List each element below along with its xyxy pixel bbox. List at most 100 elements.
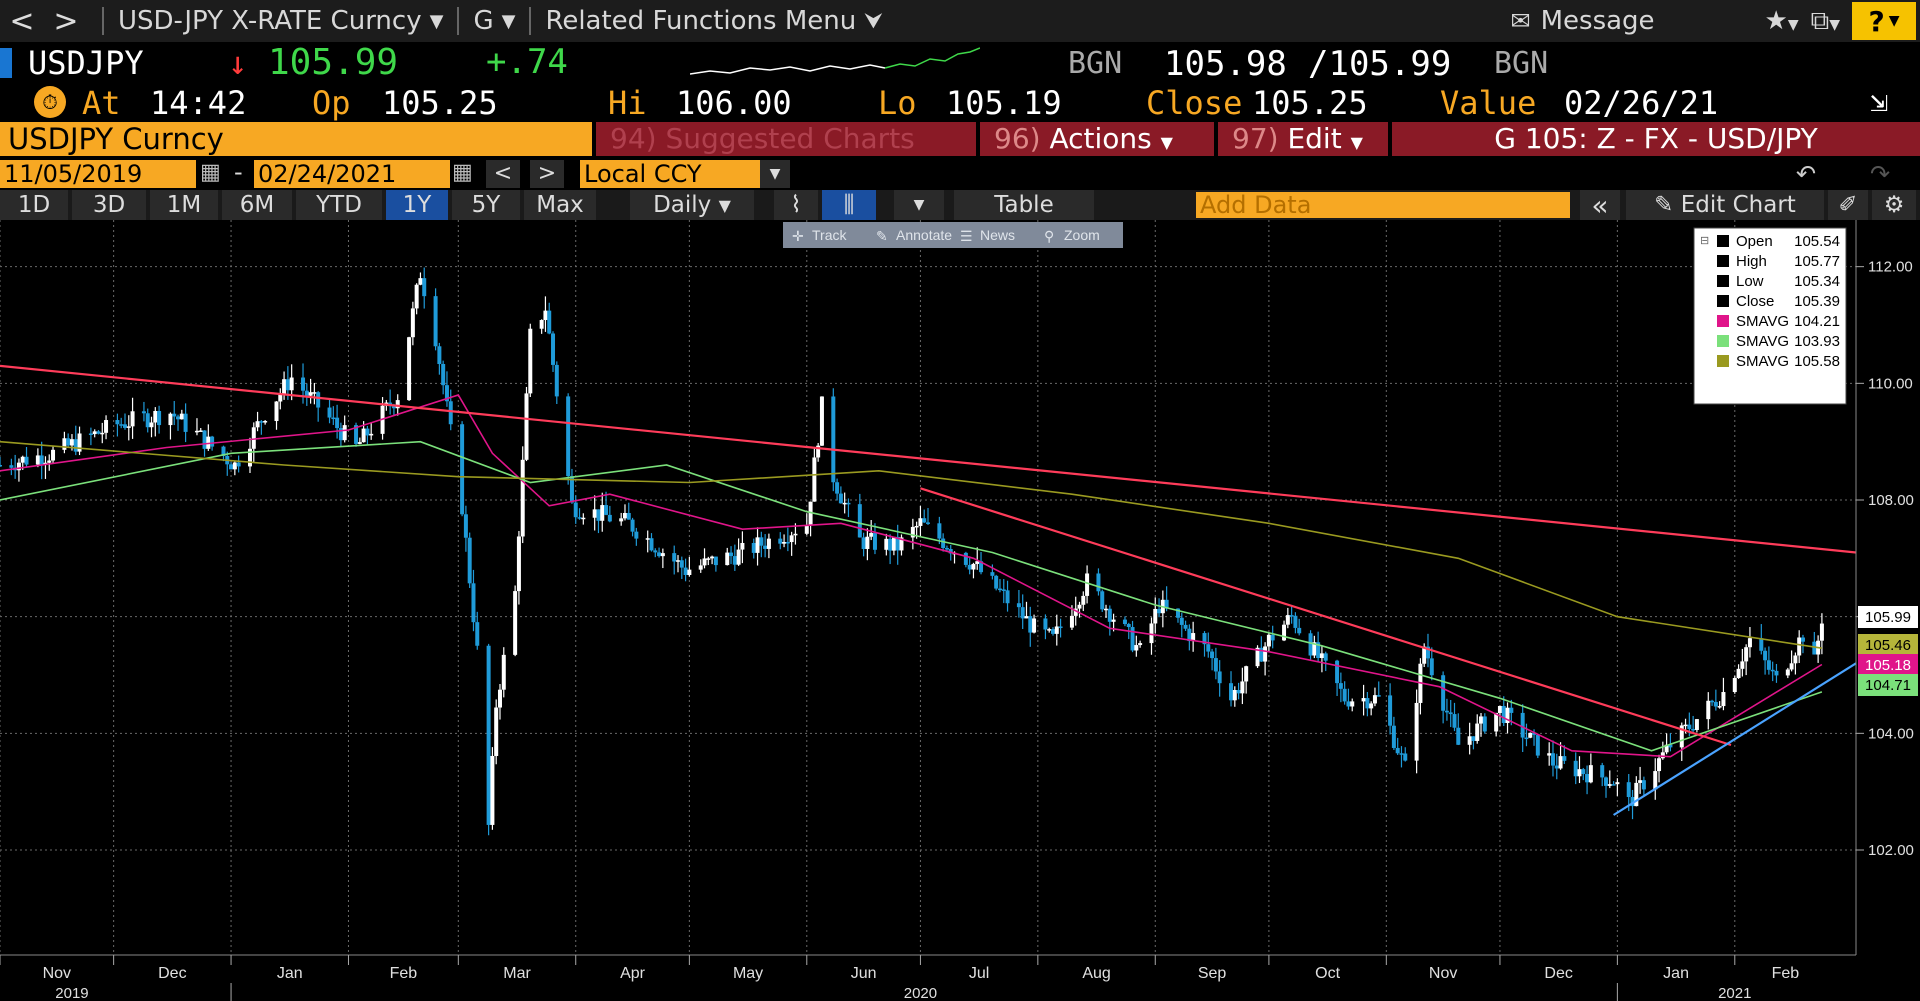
- related-functions-menu[interactable]: Related Functions Menu: [545, 6, 857, 36]
- calendar-icon[interactable]: ▦: [452, 160, 473, 185]
- track-icon[interactable]: ✛: [792, 228, 804, 244]
- suggested-charts-number: 94): [610, 122, 657, 155]
- candle-body: [1744, 647, 1749, 662]
- candle-body: [922, 518, 927, 523]
- period-button-ytd[interactable]: YTD: [296, 190, 382, 220]
- message-button[interactable]: Message: [1540, 6, 1655, 36]
- candle-body: [274, 401, 279, 422]
- period-button-5y[interactable]: 5Y: [452, 190, 520, 220]
- candle-body: [172, 413, 177, 417]
- trendline[interactable]: [1613, 662, 1857, 816]
- back-button[interactable]: <: [9, 3, 35, 39]
- candle-body: [872, 533, 877, 550]
- line-chart-icon[interactable]: ⌇: [774, 190, 818, 220]
- trendline[interactable]: [920, 487, 1732, 747]
- candle-body: [804, 525, 809, 534]
- chevron-down-icon[interactable]: ▼: [429, 10, 444, 32]
- prev-range-button[interactable]: <: [486, 160, 520, 188]
- low-value: 105.19: [946, 84, 1062, 122]
- legend-swatch: [1717, 355, 1729, 367]
- period-button-1y[interactable]: 1Y: [386, 190, 448, 220]
- tool-zoom[interactable]: Zoom: [1064, 227, 1100, 243]
- candle-body: [1812, 641, 1817, 655]
- candle-body: [1581, 769, 1586, 775]
- add-data-input[interactable]: Add Data: [1196, 192, 1570, 218]
- legend-swatch: [1717, 295, 1729, 307]
- calendar-icon[interactable]: ▦: [200, 160, 221, 185]
- candle-body: [210, 436, 215, 447]
- period-button-max[interactable]: Max: [524, 190, 596, 220]
- tool-annotate[interactable]: Annotate: [896, 227, 952, 243]
- moving-average-line: [0, 440, 1823, 752]
- candle-body: [282, 379, 287, 394]
- candle-body: [1554, 765, 1559, 769]
- candle-body: [941, 538, 946, 549]
- chevron-down-icon[interactable]: ▼: [501, 10, 516, 32]
- candle-body: [573, 502, 578, 518]
- news-icon[interactable]: ☰: [960, 228, 973, 244]
- period-button-1m[interactable]: 1M: [150, 190, 218, 220]
- candle-body: [1202, 633, 1207, 645]
- period-button-3d[interactable]: 3D: [72, 190, 146, 220]
- candle-body: [1297, 627, 1302, 634]
- period-button-1d[interactable]: 1D: [0, 190, 68, 220]
- candle-body: [1497, 705, 1502, 713]
- chevron-down-icon[interactable]: ▼: [894, 190, 944, 220]
- candle-body: [179, 413, 184, 420]
- edit-chart-button[interactable]: ✎ Edit Chart: [1626, 190, 1824, 220]
- help-button[interactable]: ? ▼: [1852, 2, 1916, 40]
- annotate-icon[interactable]: ✎: [876, 228, 888, 244]
- frequency-select[interactable]: Daily ▼: [630, 190, 754, 220]
- suggested-charts-button[interactable]: 94) Suggested Charts: [596, 122, 976, 156]
- candle-body: [1191, 633, 1196, 642]
- candle-body: [1403, 753, 1408, 761]
- candle-body: [1240, 681, 1245, 694]
- candle-body: [1577, 769, 1582, 777]
- forward-button[interactable]: >: [53, 3, 79, 39]
- candle-body: [997, 588, 1002, 591]
- star-icon[interactable]: ★▼: [1764, 6, 1799, 36]
- undo-icon[interactable]: ↶: [1796, 160, 1817, 188]
- candle-body: [471, 583, 476, 623]
- actions-menu[interactable]: 96) Actions ▼: [980, 122, 1214, 156]
- window-icon[interactable]: ⧉▼: [1810, 5, 1840, 36]
- chevron-down-icon[interactable]: ▼: [760, 160, 790, 188]
- candle-body: [566, 396, 571, 477]
- security-menu[interactable]: USD-JPY X-RATE Curncy: [118, 6, 422, 36]
- candle-body: [301, 377, 306, 391]
- security-title[interactable]: USDJPY Curncy: [0, 122, 592, 156]
- currency-select[interactable]: Local CCY: [580, 160, 760, 188]
- candlestick-icon[interactable]: ⫼: [822, 190, 876, 220]
- candle-body: [278, 393, 283, 402]
- net-change: +.74: [486, 42, 568, 82]
- collapse-legend-icon[interactable]: ⊟: [1700, 235, 1709, 247]
- candle-body: [842, 502, 847, 505]
- trendline[interactable]: [0, 364, 1857, 554]
- candle-body: [1289, 615, 1294, 617]
- period-button-6m[interactable]: 6M: [222, 190, 292, 220]
- function-menu[interactable]: G: [473, 6, 494, 36]
- tool-track[interactable]: Track: [812, 227, 847, 243]
- end-date-field[interactable]: 02/24/2021: [254, 160, 450, 188]
- table-button[interactable]: Table: [954, 190, 1094, 220]
- draw-icon[interactable]: ✐: [1828, 190, 1868, 220]
- next-range-button[interactable]: >: [530, 160, 564, 188]
- legend-value: 105.34: [1794, 273, 1840, 290]
- edit-menu[interactable]: 97) Edit ▼: [1218, 122, 1388, 156]
- collapse-icon[interactable]: «: [1580, 189, 1620, 222]
- x-tick-label: Jan: [277, 965, 303, 982]
- export-icon[interactable]: ⇲: [1870, 84, 1889, 119]
- candle-body: [361, 428, 366, 443]
- price-tag: [1858, 634, 1918, 656]
- zoom-icon[interactable]: ⚲: [1044, 228, 1054, 244]
- start-date-field[interactable]: 11/05/2019: [0, 160, 196, 188]
- redo-icon[interactable]: ↷: [1870, 160, 1891, 188]
- double-chevron-down-icon[interactable]: ⮟: [864, 8, 883, 34]
- candle-body: [1263, 646, 1268, 662]
- tool-news[interactable]: News: [980, 227, 1015, 243]
- value-label: Value: [1440, 84, 1537, 122]
- candle-body: [1157, 608, 1162, 614]
- candle-body: [979, 561, 984, 573]
- gear-icon[interactable]: ⚙: [1872, 190, 1916, 220]
